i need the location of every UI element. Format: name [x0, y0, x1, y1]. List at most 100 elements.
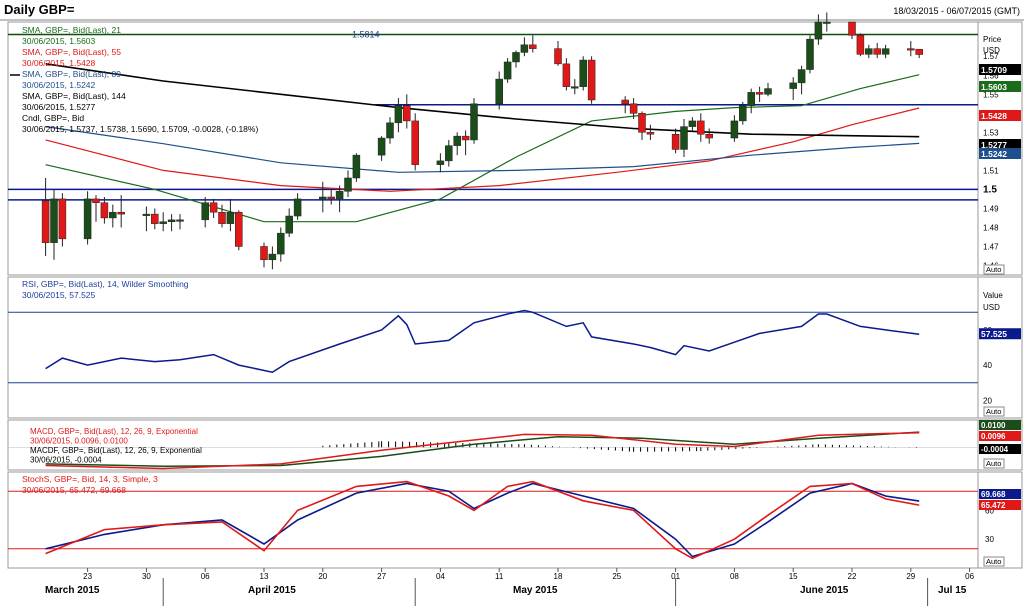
- price-value-tag-label: 1.5428: [981, 111, 1007, 121]
- x-day-label: 18: [554, 572, 563, 581]
- macd-auto-label: Auto: [986, 459, 1001, 468]
- macd-value-tag: [979, 444, 1021, 454]
- price-axis-title: Price: [983, 35, 1002, 44]
- date-range: 18/03/2015 - 06/07/2015 (GMT): [893, 6, 1020, 16]
- candle-body: [587, 59, 596, 101]
- macd-auto-button[interactable]: [983, 458, 1005, 469]
- price-auto-button[interactable]: [983, 264, 1005, 275]
- candle-body: [293, 198, 302, 217]
- candle-body: [579, 59, 587, 87]
- candle-body: [697, 120, 705, 135]
- candle-body: [730, 120, 739, 139]
- candle-body: [755, 92, 764, 95]
- rsi-legend-item: 30/06/2015, 57.525: [22, 290, 96, 300]
- stoch-legend-item: StochS, GBP=, Bid, 14, 3, Simple, 3: [22, 474, 158, 484]
- candle-body: [881, 48, 890, 55]
- x-day-label: 30: [142, 572, 151, 581]
- x-day-label: 20: [318, 572, 327, 581]
- price-value-tag: [979, 81, 1021, 92]
- x-day-label: 06: [965, 572, 974, 581]
- macd-panel-frame: [7, 419, 1023, 471]
- candle-body: [554, 48, 562, 65]
- price-tick-label: 1.51: [983, 166, 999, 175]
- stoch-value-tag: [979, 489, 1021, 499]
- price-legend-item: 30/06/2015, 1.5277: [22, 102, 96, 112]
- candle-body: [218, 211, 226, 224]
- macd-legend-item: MACD, GBP=, Bid(Last), 12, 26, 9, Expone…: [30, 427, 198, 436]
- x-day-label: 08: [730, 572, 739, 581]
- price-legend-item: 30/06/2015, 1.5428: [22, 58, 96, 68]
- candle-body: [277, 232, 285, 255]
- candle-body: [823, 21, 831, 24]
- candle-body: [856, 35, 865, 55]
- candle-body: [814, 21, 823, 40]
- rsi-panel-frame: [7, 276, 1023, 419]
- macd-value-tag-label: 0.0096: [981, 432, 1006, 441]
- macd-legend-item: 30/06/2015, 0.0096, 0.0100: [30, 437, 128, 446]
- candle-body: [915, 48, 923, 55]
- stoch-panel-frame: [7, 471, 1023, 569]
- stoch-auto-button[interactable]: [983, 556, 1005, 567]
- candle-body: [176, 219, 184, 222]
- candle-body: [352, 154, 361, 179]
- candle-body: [747, 92, 755, 106]
- price-value-tag: [979, 139, 1021, 150]
- price-legend-item: SMA, GBP=, Bid(Last), 21: [22, 25, 121, 35]
- candle-body: [109, 211, 117, 219]
- candle-body: [629, 103, 638, 114]
- x-day-label: 15: [789, 572, 798, 581]
- macd-value-tag: [979, 420, 1021, 430]
- candle-body: [445, 145, 453, 162]
- rsi-value-tag-label: 57.525: [981, 329, 1007, 339]
- candle-body: [167, 219, 176, 222]
- price-value-tag-label: 1.5242: [981, 149, 1007, 159]
- sma-line-sma-89: [45, 126, 920, 173]
- candle-body: [789, 82, 797, 89]
- price-value-tag: [979, 64, 1021, 75]
- macd-line: [45, 431, 920, 470]
- candle-body: [680, 126, 688, 150]
- candle-body: [621, 99, 629, 105]
- price-tick-label: 1.53: [983, 128, 999, 137]
- rsi-legend-item: RSI, GBP=, Bid(Last), 14, Wilder Smoothi…: [22, 279, 189, 289]
- stoch-tick-label: 60: [985, 506, 994, 515]
- candle-body: [41, 200, 50, 243]
- stoch-value-tag-label: 69.668: [981, 490, 1006, 499]
- candle-body: [797, 69, 806, 84]
- candle-body: [873, 48, 881, 55]
- candle-body: [739, 105, 747, 122]
- sma-line-sma-21: [45, 74, 920, 223]
- candle-body: [453, 135, 461, 146]
- candle-body: [571, 86, 579, 89]
- candle-body: [562, 63, 571, 87]
- price-value-tag-label: 1.5277: [981, 140, 1007, 150]
- candle-body: [495, 78, 503, 105]
- candle-body: [865, 48, 873, 55]
- candle-body: [260, 246, 268, 261]
- x-day-label: 27: [377, 572, 386, 581]
- candle-body: [209, 202, 218, 213]
- candle-body: [436, 160, 445, 165]
- price-tick-label: 1.56: [983, 71, 999, 80]
- rsi-tick-label: 40: [983, 361, 992, 370]
- candle-body: [394, 105, 403, 124]
- candle-body: [235, 211, 243, 247]
- stoch-k-line: [45, 480, 920, 560]
- rsi-value-tag: [979, 328, 1021, 340]
- candle-body: [142, 213, 151, 216]
- candle-body: [226, 211, 235, 224]
- price-value-tag: [979, 148, 1021, 159]
- x-day-label: 25: [612, 572, 621, 581]
- price-legend-item: 30/06/2015, 1.5603: [22, 36, 96, 46]
- rsi-auto-button[interactable]: [983, 406, 1005, 417]
- x-day-label: 23: [83, 572, 92, 581]
- candle-body: [907, 48, 915, 51]
- price-tick-label: 1.48: [983, 223, 999, 232]
- x-day-label: 11: [495, 572, 504, 581]
- stoch-d-line: [45, 482, 920, 558]
- x-day-label: 13: [260, 572, 269, 581]
- price-axis-unit: USD: [983, 46, 1000, 55]
- price-legend-item: Cndl, GBP=, Bid: [22, 113, 84, 123]
